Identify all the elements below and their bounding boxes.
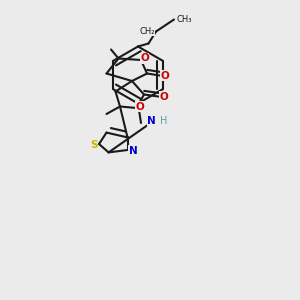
Text: N: N — [147, 116, 156, 127]
Text: O: O — [136, 101, 145, 112]
Text: N: N — [128, 146, 137, 156]
Text: O: O — [140, 53, 149, 64]
Text: O: O — [159, 92, 168, 102]
Text: O: O — [160, 70, 169, 81]
Text: CH₃: CH₃ — [176, 15, 192, 24]
Text: S: S — [90, 140, 97, 151]
Text: H: H — [160, 116, 167, 127]
Text: CH₂: CH₂ — [139, 27, 154, 36]
